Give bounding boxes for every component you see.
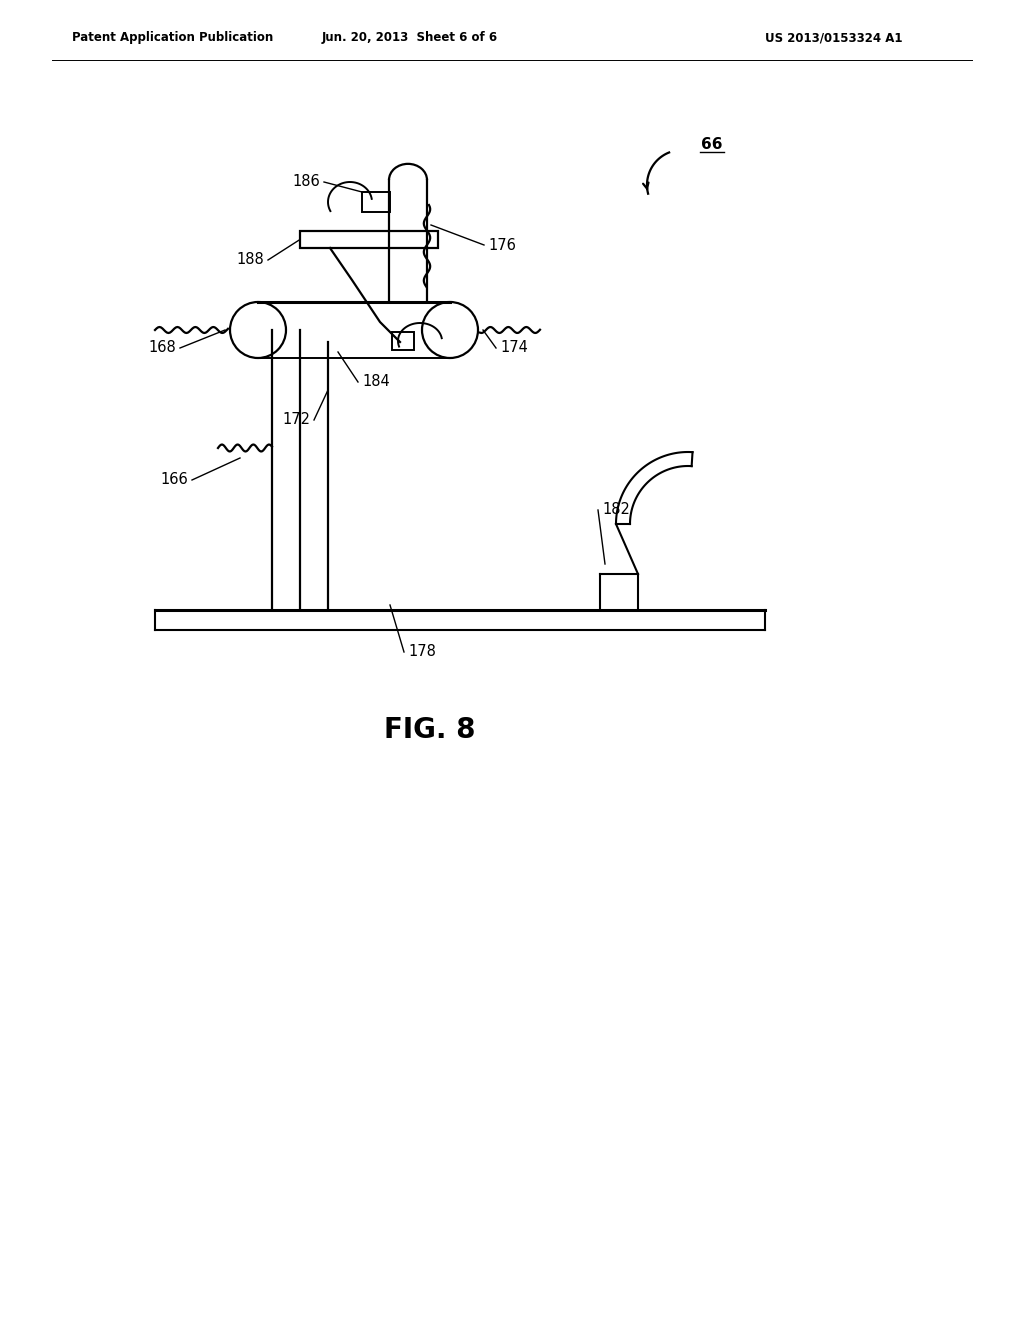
Text: 178: 178 [408, 644, 436, 660]
Text: 188: 188 [237, 252, 264, 268]
Text: 184: 184 [362, 375, 390, 389]
Text: 174: 174 [500, 341, 528, 355]
Text: 176: 176 [488, 238, 516, 252]
Text: 186: 186 [292, 174, 319, 190]
Bar [300, 231, 438, 248]
Text: 182: 182 [602, 503, 630, 517]
Text: 172: 172 [282, 412, 310, 428]
Text: Jun. 20, 2013  Sheet 6 of 6: Jun. 20, 2013 Sheet 6 of 6 [322, 32, 498, 45]
Bar [362, 191, 390, 213]
Text: Patent Application Publication: Patent Application Publication [72, 32, 273, 45]
Text: 66: 66 [701, 137, 723, 152]
Text: US 2013/0153324 A1: US 2013/0153324 A1 [765, 32, 902, 45]
Bar [392, 333, 414, 350]
Text: FIG. 8: FIG. 8 [384, 715, 476, 744]
Text: 168: 168 [148, 341, 176, 355]
Text: 166: 166 [160, 473, 188, 487]
